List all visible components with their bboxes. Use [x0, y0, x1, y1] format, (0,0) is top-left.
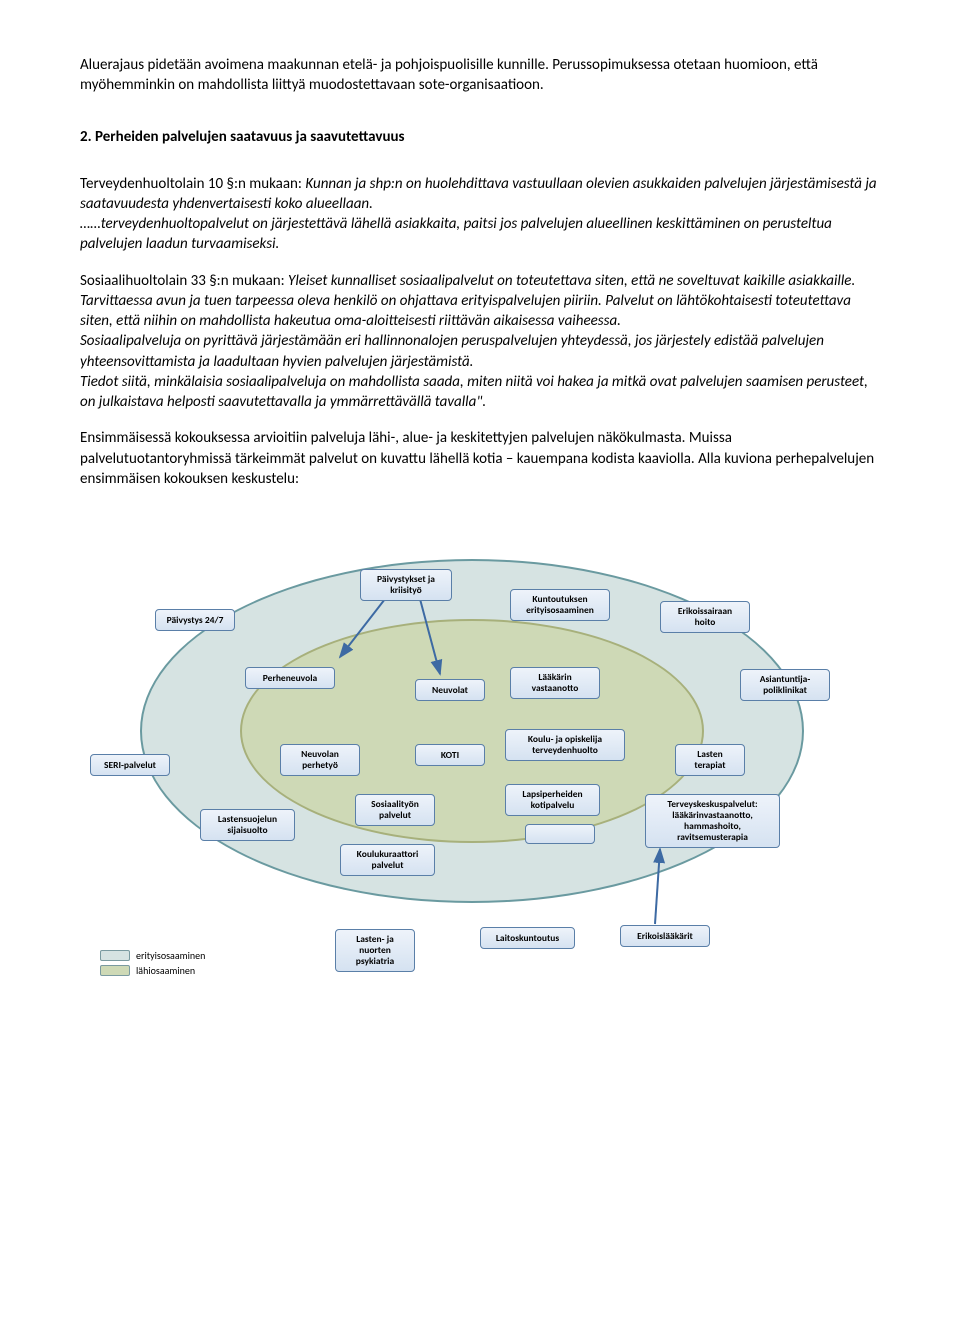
paragraph-1: Terveydenhuoltolain 10 §:n mukaan: Kunna…	[80, 174, 880, 255]
inner-ellipse	[240, 619, 704, 843]
diagram-node-terveyskeskus: Terveyskeskuspalvelut: lääkärinvastaanot…	[645, 794, 780, 848]
legend-swatch-lahi	[100, 965, 130, 976]
para2-italic3: Tiedot siitä, minkälaisia sosiaalipalvel…	[80, 373, 868, 411]
diagram-node-laitos: Laitoskuntoutus	[480, 927, 575, 949]
diagram-node-erikoissairaan: Erikoissairaan hoito	[660, 601, 750, 633]
legend: erityisosaaminen lähiosaaminen	[100, 949, 205, 979]
diagram-node-koulu: Koulu- ja opiskelija terveydenhuolto	[505, 729, 625, 761]
para2-lead: Sosiaalihuoltolain 33 §:n mukaan:	[80, 272, 288, 290]
legend-label-lahi: lähiosaaminen	[136, 964, 195, 977]
para1-lead: Terveydenhuoltolain 10 §:n mukaan:	[80, 175, 305, 193]
para1-italic2: ……terveydenhuoltopalvelut on järjestettä…	[80, 215, 832, 253]
service-diagram: Päivystys 24/7 Päivystykset ja kriisityö K…	[80, 549, 880, 969]
legend-row-lahi: lähiosaaminen	[100, 964, 205, 977]
paragraph-3: Ensimmäisessä kokouksessa arvioitiin pal…	[80, 428, 880, 489]
diagram-node-seri: SERI-palvelut	[90, 754, 170, 776]
intro-paragraph: Aluerajaus pidetään avoimena maakunnan e…	[80, 55, 880, 96]
legend-row-erityis: erityisosaaminen	[100, 949, 205, 962]
diagram-node-koti: KOTI	[415, 744, 485, 766]
diagram-node-neuvolat: Neuvolat	[415, 679, 485, 701]
legend-swatch-erityis	[100, 950, 130, 961]
diagram-node-laakarin: Lääkärin vastaanotto	[510, 667, 600, 699]
diagram-node-lasten: Lasten terapiat	[675, 744, 745, 776]
diagram-node-kuntoutus: Kuntoutuksen erityisosaaminen	[510, 589, 610, 621]
diagram-node-blank	[525, 824, 595, 844]
diagram-node-koulukuraattori: Koulukuraattori palvelut	[340, 844, 435, 876]
diagram-node-paivystykset: Päivystykset ja kriisityö	[360, 569, 452, 601]
diagram-node-sosiaalityon: Sosiaalityön palvelut	[355, 794, 435, 826]
diagram-node-neuvolan: Neuvolan perhetyö	[280, 744, 360, 776]
section-number: 2.	[80, 128, 92, 146]
section-heading: 2. Perheiden palvelujen saatavuus ja saa…	[80, 128, 880, 146]
diagram-node-lastenja: Lasten- ja nuorten psykiatria	[335, 929, 415, 972]
diagram-node-erikoislaakarit: Erikoislääkärit	[620, 925, 710, 947]
para2-italic2: Sosiaalipalveluja on pyrittävä järjestäm…	[80, 332, 824, 370]
section-title: Perheiden palvelujen saatavuus ja saavut…	[95, 128, 405, 146]
diagram-node-perheneuvola: Perheneuvola	[245, 667, 335, 689]
paragraph-2: Sosiaalihuoltolain 33 §:n mukaan: Yleise…	[80, 271, 880, 413]
document-page: Aluerajaus pidetään avoimena maakunnan e…	[0, 0, 960, 989]
diagram-node-lastensuojelu: Lastensuojelun sijaisuolto	[200, 809, 295, 841]
legend-label-erityis: erityisosaaminen	[136, 949, 205, 962]
diagram-node-lapsiperheiden: Lapsiperheiden kotipalvelu	[505, 784, 600, 816]
diagram-node-asiantuntija: Asiantuntija- poliklinikat	[740, 669, 830, 701]
diagram-node-paivystys247: Päivystys 24/7	[155, 609, 235, 631]
